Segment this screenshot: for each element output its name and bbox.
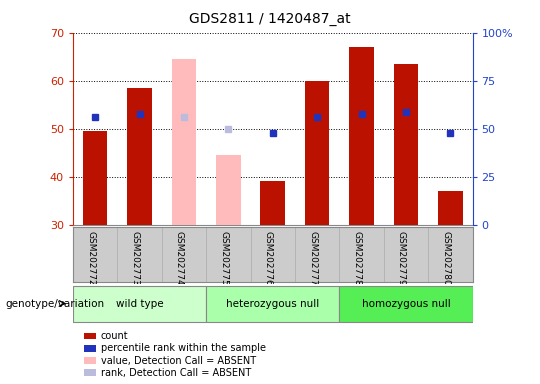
Text: GDS2811 / 1420487_at: GDS2811 / 1420487_at xyxy=(189,12,351,25)
Text: count: count xyxy=(101,331,129,341)
Text: GSM202775: GSM202775 xyxy=(219,231,228,286)
Bar xyxy=(438,191,462,225)
Text: GSM202778: GSM202778 xyxy=(353,231,361,286)
Bar xyxy=(260,182,285,225)
Text: GSM202779: GSM202779 xyxy=(397,231,406,286)
Text: GSM202772: GSM202772 xyxy=(86,231,95,286)
Text: GSM202776: GSM202776 xyxy=(264,231,273,286)
Bar xyxy=(339,286,472,323)
Bar xyxy=(394,64,418,225)
Text: GSM202780: GSM202780 xyxy=(441,231,450,286)
Text: value, Detection Call = ABSENT: value, Detection Call = ABSENT xyxy=(101,356,256,366)
Bar xyxy=(73,286,206,323)
Bar xyxy=(305,81,329,225)
Text: rank, Detection Call = ABSENT: rank, Detection Call = ABSENT xyxy=(101,368,251,378)
Bar xyxy=(206,286,339,323)
Bar xyxy=(83,131,107,225)
Bar xyxy=(216,155,240,225)
Bar xyxy=(127,88,152,225)
Text: heterozygous null: heterozygous null xyxy=(226,298,319,308)
Text: GSM202774: GSM202774 xyxy=(175,231,184,286)
Text: GSM202777: GSM202777 xyxy=(308,231,317,286)
Text: wild type: wild type xyxy=(116,298,163,308)
Text: genotype/variation: genotype/variation xyxy=(5,298,105,308)
Text: homozygous null: homozygous null xyxy=(361,298,450,308)
Text: percentile rank within the sample: percentile rank within the sample xyxy=(101,343,266,353)
Text: GSM202773: GSM202773 xyxy=(131,231,139,286)
Bar xyxy=(349,47,374,225)
Bar xyxy=(172,59,196,225)
